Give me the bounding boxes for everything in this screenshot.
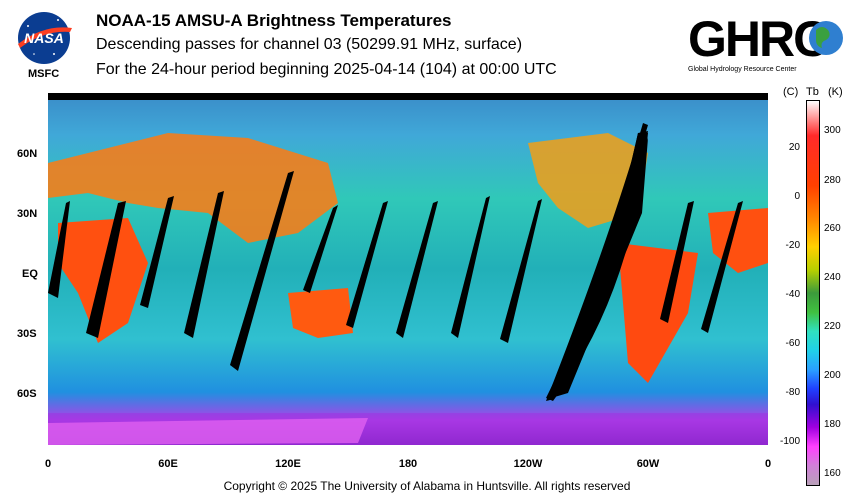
lon-label-0-west: 0 [44,458,52,470]
lat-label-30s: 30S [17,328,37,340]
colorbar-celsius-tick: -100 [779,436,800,447]
brightness-temperature-map [48,93,768,445]
colorbar-unit-celsius: (C) [783,86,799,98]
colorbar-kelvin-tick: 300 [824,125,841,136]
page-subtitle: Descending passes for channel 03 (50299.… [96,36,523,53]
page-title: NOAA-15 AMSU-A Brightness Temperatures [96,11,452,30]
colorbar-kelvin-tick: 260 [824,223,841,234]
msfc-label: MSFC [28,68,60,80]
lon-label-120e: 120E [275,458,301,470]
colorbar-celsius-tick: -60 [785,338,800,349]
lat-label-30n: 30N [17,208,38,220]
colorbar-kelvin-tick: 160 [824,468,841,479]
lon-label-60w: 60W [636,458,660,470]
colorbar [806,100,820,486]
nasa-logo-text: NASA [24,30,64,46]
colorbar-celsius-tick: -40 [785,289,800,300]
lon-label-0-east: 0 [764,458,772,470]
colorbar-kelvin-tick: 220 [824,321,841,332]
ghrc-logo-text: GHRC [688,11,828,67]
lon-label-180: 180 [398,458,418,470]
colorbar-unit-tb: Tb [806,86,819,98]
copyright-notice: Copyright © 2025 The University of Alaba… [223,479,631,493]
colorbar-kelvin-tick: 240 [824,272,841,283]
colorbar-celsius-tick: -20 [785,240,800,251]
colorbar-celsius-tick: -80 [785,387,800,398]
land-areas [48,133,768,445]
colorbar-celsius-tick: 0 [794,191,800,202]
lon-label-60e: 60E [158,458,178,470]
lon-label-120w: 120W [513,458,543,470]
ghrc-logo-caption: Global Hydrology Resource Center [688,66,797,73]
colorbar-kelvin-tick: 280 [824,175,841,186]
orbit-gap-pacific [546,133,648,401]
period-description: For the 24-hour period beginning 2025-04… [96,61,557,78]
lat-label-eq: EQ [22,268,38,280]
nasa-logo: NASA [14,10,74,66]
lat-label-60s: 60S [17,388,37,400]
lat-label-60n: 60N [17,148,38,160]
colorbar-celsius-tick: 20 [788,142,800,153]
colorbar-kelvin-tick: 180 [824,419,841,430]
ghrc-logo: GHRC Global Hydrology Resource Center [686,8,848,76]
colorbar-unit-kelvin: (K) [828,86,843,98]
orbit-gaps [48,123,743,401]
colorbar-kelvin-tick: 200 [824,370,841,381]
